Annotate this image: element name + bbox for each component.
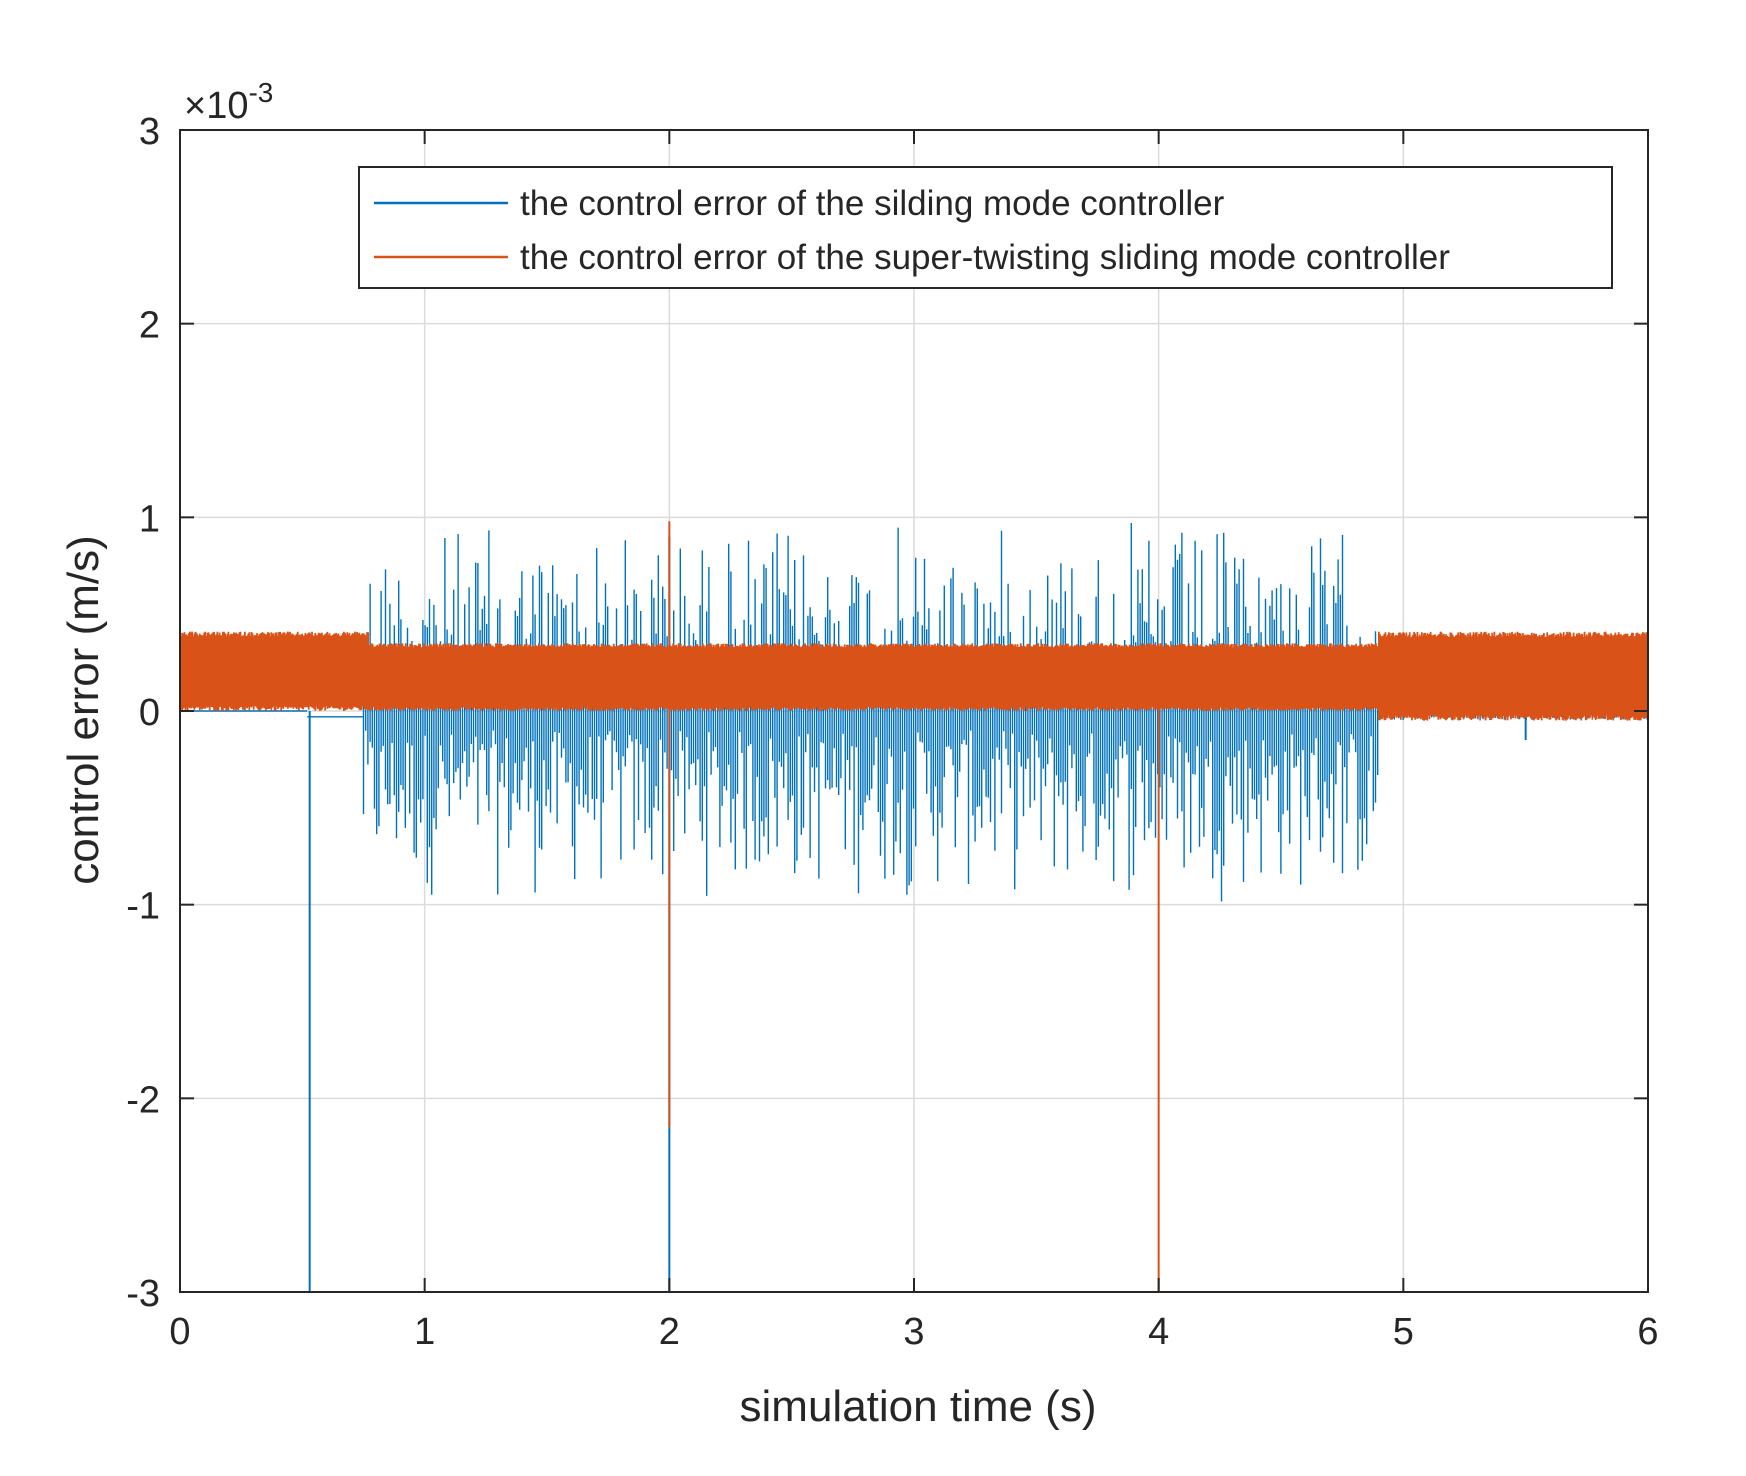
axes	[179, 129, 1649, 1293]
x-tick-label-3: 3	[903, 1311, 924, 1353]
y-tick-label-1: -2	[126, 1079, 160, 1121]
legend-label-smc: the control error of the silding mode co…	[520, 184, 1225, 223]
y-tick-label-6: 3	[139, 111, 160, 153]
legend-label-stsmc: the control error of the super-twisting …	[520, 238, 1450, 277]
legend: the control error of the silding mode co…	[358, 166, 1613, 289]
y-scale-exponent-power: -3	[248, 77, 273, 108]
x-tick-label-5: 5	[1393, 1311, 1414, 1353]
y-tick-label-4: 1	[139, 498, 160, 540]
x-axis-label: simulation time (s)	[740, 1382, 1097, 1431]
x-tick-label-1: 1	[414, 1311, 435, 1353]
y-tick-label-5: 2	[139, 305, 160, 347]
y-axis-label: control error (m/s)	[59, 535, 108, 885]
x-tick-label-2: 2	[659, 1311, 680, 1353]
x-tick-label-0: 0	[169, 1311, 190, 1353]
y-tick-label-0: -3	[126, 1273, 160, 1315]
tick-labels: 0 1 2 3 4 5 6 -3 -2 -1 0 1 2 3	[126, 111, 1658, 1353]
y-scale-exponent: ×10-3	[184, 77, 273, 127]
legend-box	[358, 166, 1613, 289]
y-tick-label-3: 0	[139, 692, 160, 734]
y-scale-exponent-prefix: ×10	[184, 85, 248, 127]
y-tick-label-2: -1	[126, 886, 160, 928]
x-tick-label-6: 6	[1637, 1311, 1658, 1353]
x-tick-label-4: 4	[1148, 1311, 1169, 1353]
